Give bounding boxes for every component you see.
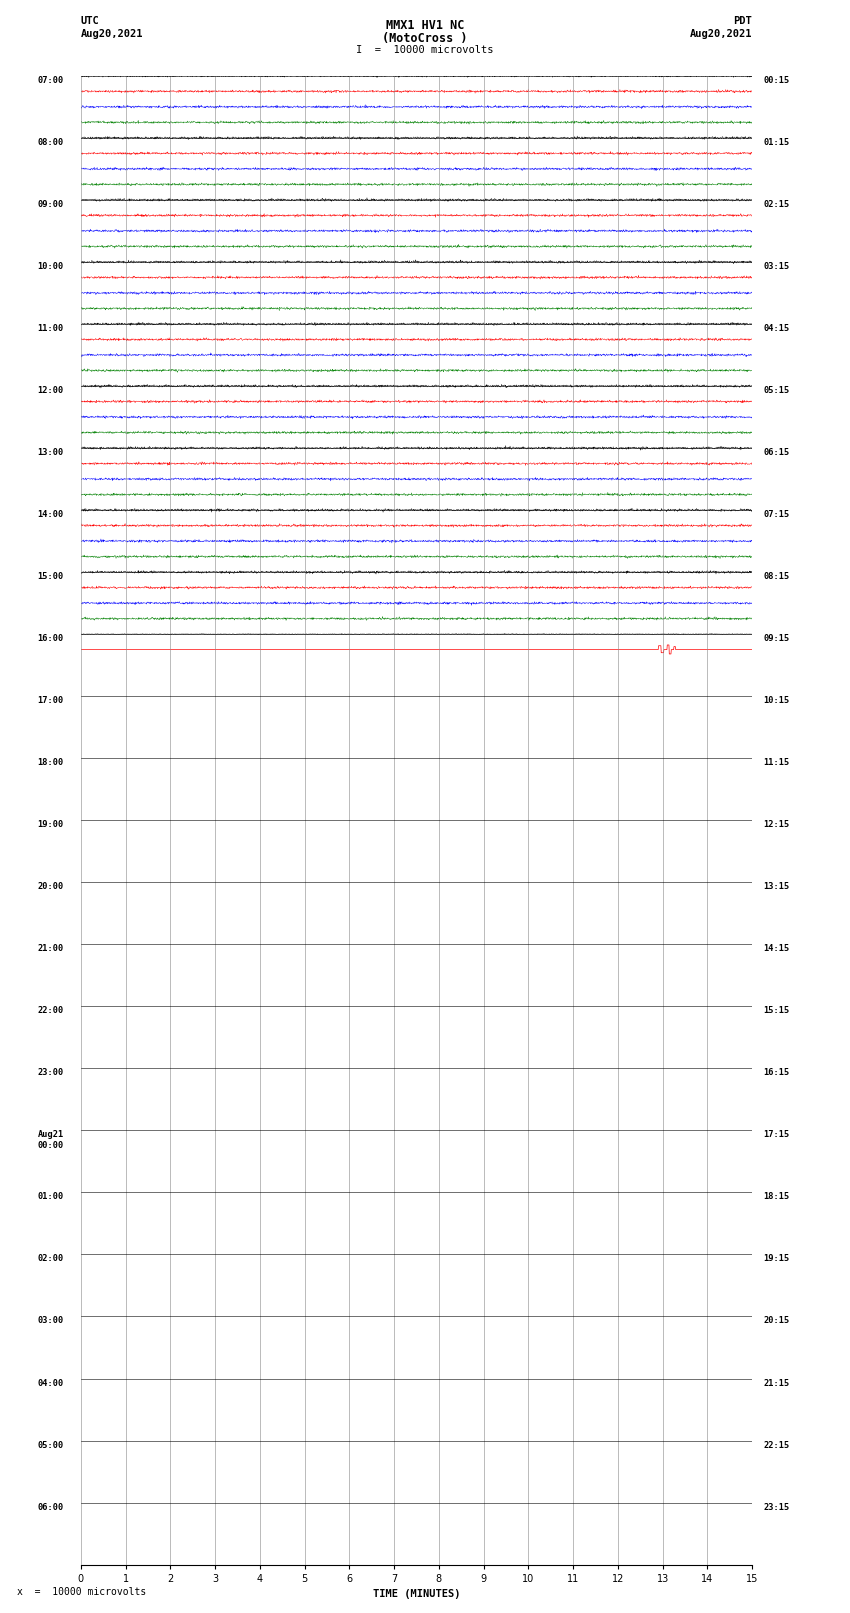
Text: 21:15: 21:15 bbox=[763, 1379, 790, 1387]
Text: 13:15: 13:15 bbox=[763, 882, 790, 892]
Text: 09:15: 09:15 bbox=[763, 634, 790, 644]
Text: 04:15: 04:15 bbox=[763, 324, 790, 332]
Text: 06:00: 06:00 bbox=[37, 1503, 64, 1511]
Text: 17:00: 17:00 bbox=[37, 697, 64, 705]
Text: (MotoCross ): (MotoCross ) bbox=[382, 32, 468, 45]
Text: 15:15: 15:15 bbox=[763, 1007, 790, 1015]
Text: 23:00: 23:00 bbox=[37, 1068, 64, 1077]
Text: 01:00: 01:00 bbox=[37, 1192, 64, 1202]
Text: 12:00: 12:00 bbox=[37, 386, 64, 395]
Text: 23:15: 23:15 bbox=[763, 1503, 790, 1511]
Text: 19:00: 19:00 bbox=[37, 821, 64, 829]
Text: 20:15: 20:15 bbox=[763, 1316, 790, 1326]
Text: 01:15: 01:15 bbox=[763, 137, 790, 147]
Text: 08:15: 08:15 bbox=[763, 573, 790, 581]
Text: 22:00: 22:00 bbox=[37, 1007, 64, 1015]
Text: 07:15: 07:15 bbox=[763, 510, 790, 519]
Text: 02:00: 02:00 bbox=[37, 1255, 64, 1263]
Text: 20:00: 20:00 bbox=[37, 882, 64, 892]
Text: 02:15: 02:15 bbox=[763, 200, 790, 208]
Text: 00:15: 00:15 bbox=[763, 76, 790, 85]
X-axis label: TIME (MINUTES): TIME (MINUTES) bbox=[373, 1589, 460, 1598]
Text: 03:15: 03:15 bbox=[763, 261, 790, 271]
Text: MMX1 HV1 NC: MMX1 HV1 NC bbox=[386, 19, 464, 32]
Text: x  =  10000 microvolts: x = 10000 microvolts bbox=[17, 1587, 146, 1597]
Text: 11:00: 11:00 bbox=[37, 324, 64, 332]
Text: 09:00: 09:00 bbox=[37, 200, 64, 208]
Text: 22:15: 22:15 bbox=[763, 1440, 790, 1450]
Text: UTC: UTC bbox=[81, 16, 99, 26]
Text: Aug20,2021: Aug20,2021 bbox=[81, 29, 144, 39]
Text: 13:00: 13:00 bbox=[37, 448, 64, 456]
Text: 10:15: 10:15 bbox=[763, 697, 790, 705]
Text: 06:15: 06:15 bbox=[763, 448, 790, 456]
Text: 05:00: 05:00 bbox=[37, 1440, 64, 1450]
Text: 08:00: 08:00 bbox=[37, 137, 64, 147]
Text: 14:15: 14:15 bbox=[763, 944, 790, 953]
Text: 18:15: 18:15 bbox=[763, 1192, 790, 1202]
Text: 15:00: 15:00 bbox=[37, 573, 64, 581]
Text: 10:00: 10:00 bbox=[37, 261, 64, 271]
Text: 07:00: 07:00 bbox=[37, 76, 64, 85]
Text: 03:00: 03:00 bbox=[37, 1316, 64, 1326]
Text: 14:00: 14:00 bbox=[37, 510, 64, 519]
Text: 16:00: 16:00 bbox=[37, 634, 64, 644]
Text: PDT: PDT bbox=[734, 16, 752, 26]
Text: 19:15: 19:15 bbox=[763, 1255, 790, 1263]
Text: 05:15: 05:15 bbox=[763, 386, 790, 395]
Text: 12:15: 12:15 bbox=[763, 821, 790, 829]
Text: 17:15: 17:15 bbox=[763, 1131, 790, 1139]
Text: 16:15: 16:15 bbox=[763, 1068, 790, 1077]
Text: 11:15: 11:15 bbox=[763, 758, 790, 768]
Text: 18:00: 18:00 bbox=[37, 758, 64, 768]
Text: I  =  10000 microvolts: I = 10000 microvolts bbox=[356, 45, 494, 55]
Text: 04:00: 04:00 bbox=[37, 1379, 64, 1387]
Text: 21:00: 21:00 bbox=[37, 944, 64, 953]
Text: Aug20,2021: Aug20,2021 bbox=[689, 29, 752, 39]
Text: Aug21
00:00: Aug21 00:00 bbox=[37, 1131, 64, 1150]
